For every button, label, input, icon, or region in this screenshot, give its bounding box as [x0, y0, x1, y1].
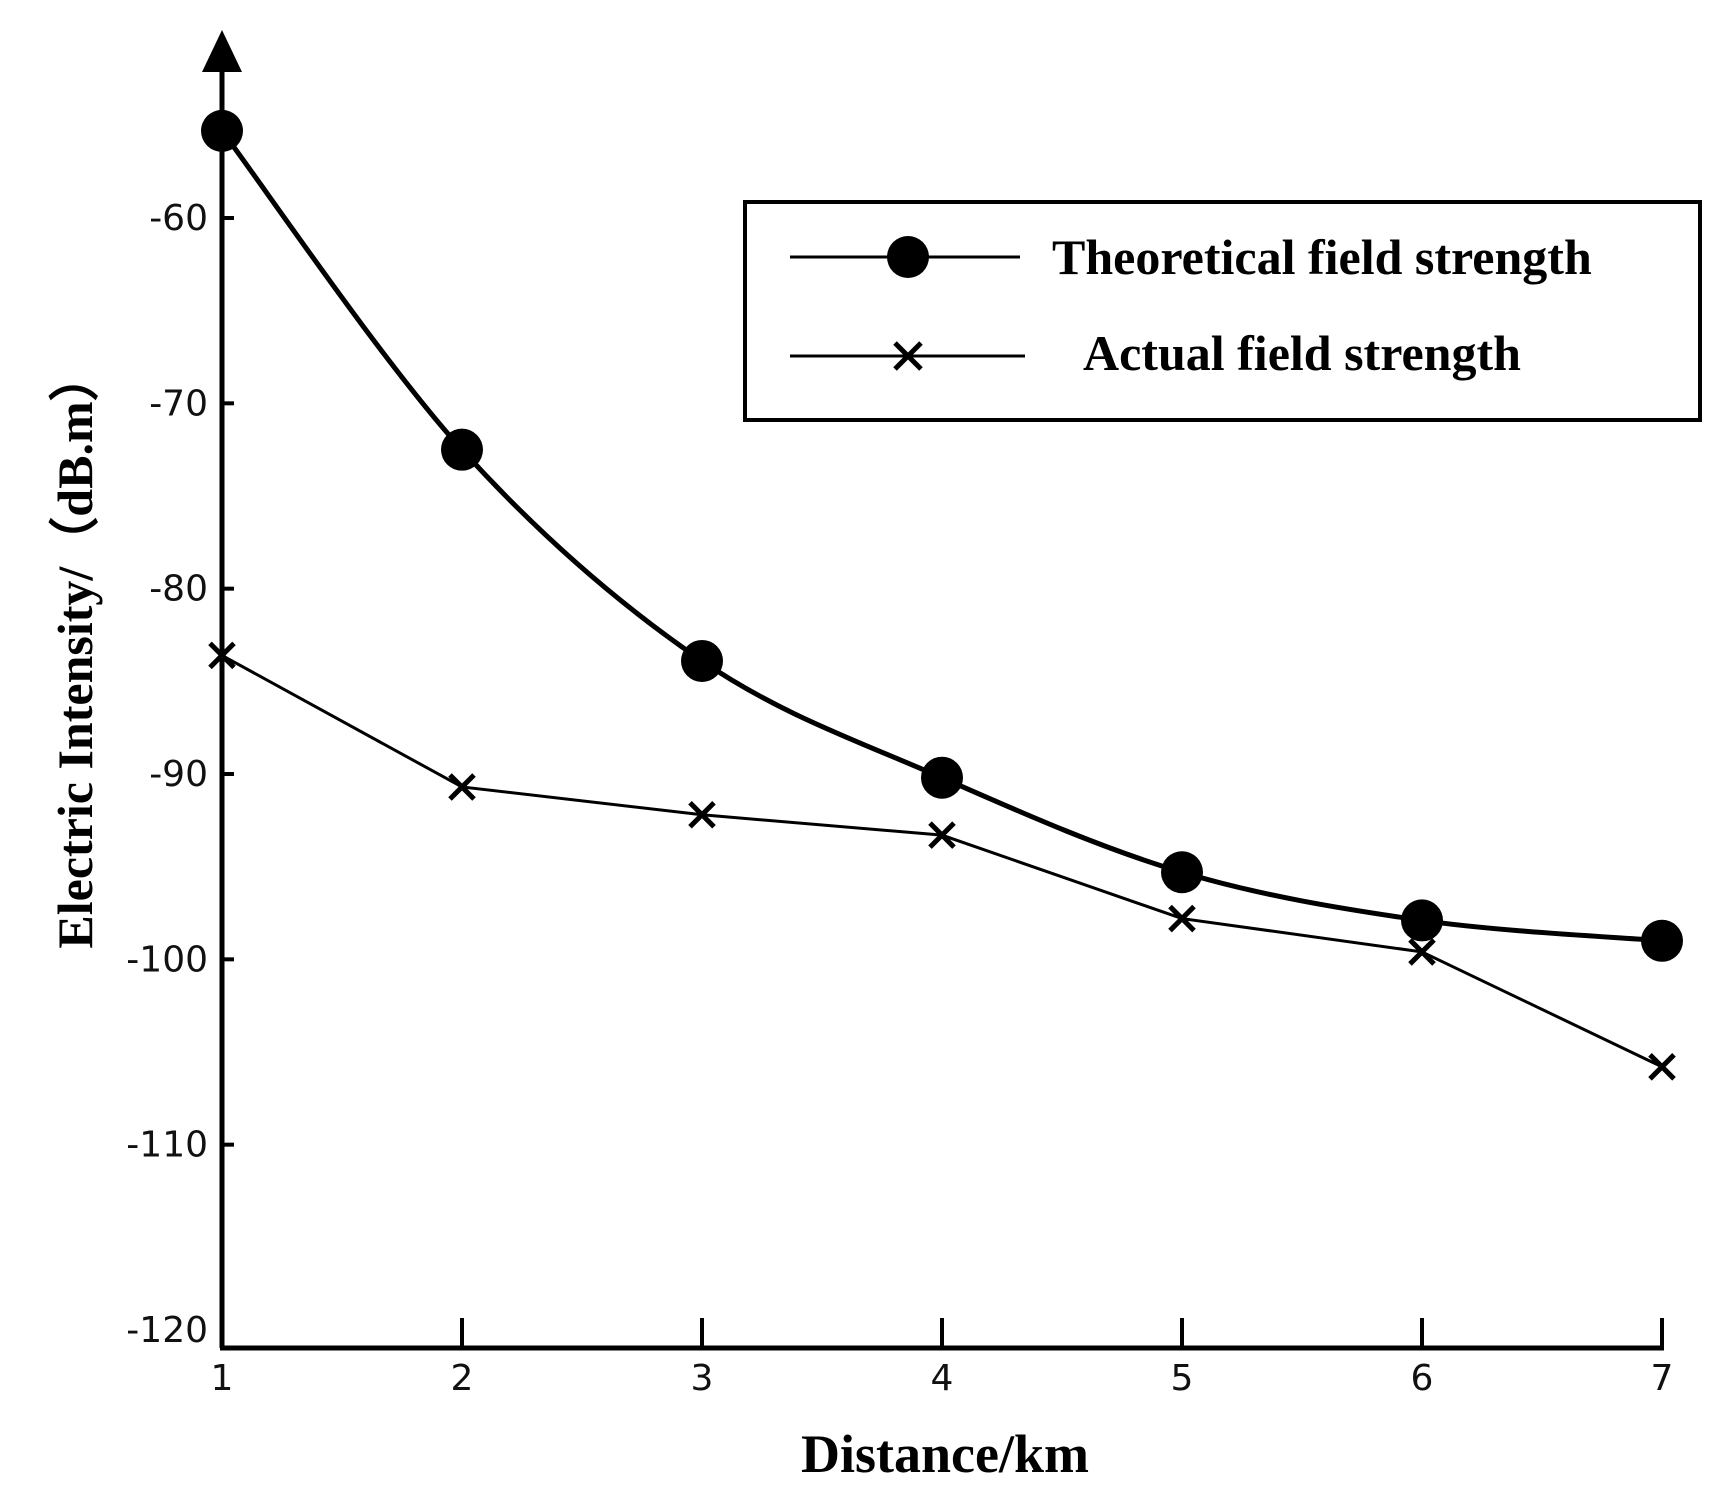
point-actual-3: [688, 801, 716, 829]
point-theoretical-6: [1401, 899, 1443, 942]
y-tick-label: -110: [126, 1125, 208, 1166]
point-actual-1: [208, 641, 236, 670]
legend-marker-theoretical: [887, 236, 929, 278]
point-theoretical-2: [441, 428, 483, 471]
x-tick-label: 1: [211, 1358, 234, 1399]
y-axis-arrow: [202, 30, 242, 72]
point-actual-6: [1408, 938, 1436, 966]
series-actual: [208, 641, 1676, 1081]
point-theoretical-5: [1161, 851, 1203, 894]
point-theoretical-1: [201, 109, 243, 152]
y-axis-title: Electric Intensity/（dB.m）: [47, 351, 103, 948]
y-tick-label: -120: [126, 1310, 208, 1351]
legend-label-actual: Actual field strength: [1083, 325, 1521, 381]
legend-marker-actual: [893, 341, 923, 371]
point-actual-5: [1168, 904, 1196, 933]
point-theoretical-7: [1641, 919, 1683, 962]
x-tick-label: 4: [931, 1358, 954, 1399]
series-theoretical: [201, 109, 1683, 962]
x-tick-label: 5: [1171, 1358, 1194, 1399]
y-tick-label: -80: [149, 569, 208, 610]
y-tick-label: -100: [126, 939, 208, 980]
point-theoretical-3: [681, 639, 723, 682]
x-tick-label: 7: [1651, 1358, 1674, 1399]
legend-label-theoretical: Theoretical field strength: [1052, 229, 1592, 285]
point-actual-7: [1648, 1053, 1676, 1081]
x-tick-label: 3: [691, 1358, 714, 1399]
y-tick-label: -90: [149, 754, 208, 795]
y-axis-ticks: -60 -70 -80 -90 -100 -110 -120: [126, 198, 234, 1351]
y-tick-label: -60: [149, 198, 208, 239]
point-theoretical-4: [921, 756, 963, 799]
series-line-actual: [221, 654, 1663, 1069]
x-axis-ticks: 1 2 3 4 5 6 7: [211, 1318, 1674, 1399]
point-actual-4: [928, 821, 956, 849]
x-axis-title: Distance/km: [801, 1424, 1089, 1484]
x-tick-label: 2: [451, 1358, 474, 1399]
x-tick-label: 6: [1411, 1358, 1434, 1399]
point-actual-2: [448, 773, 476, 801]
series-layer: [201, 109, 1683, 1081]
y-tick-label: -70: [149, 383, 208, 424]
legend: Theoretical field strength Actual field …: [743, 200, 1702, 422]
